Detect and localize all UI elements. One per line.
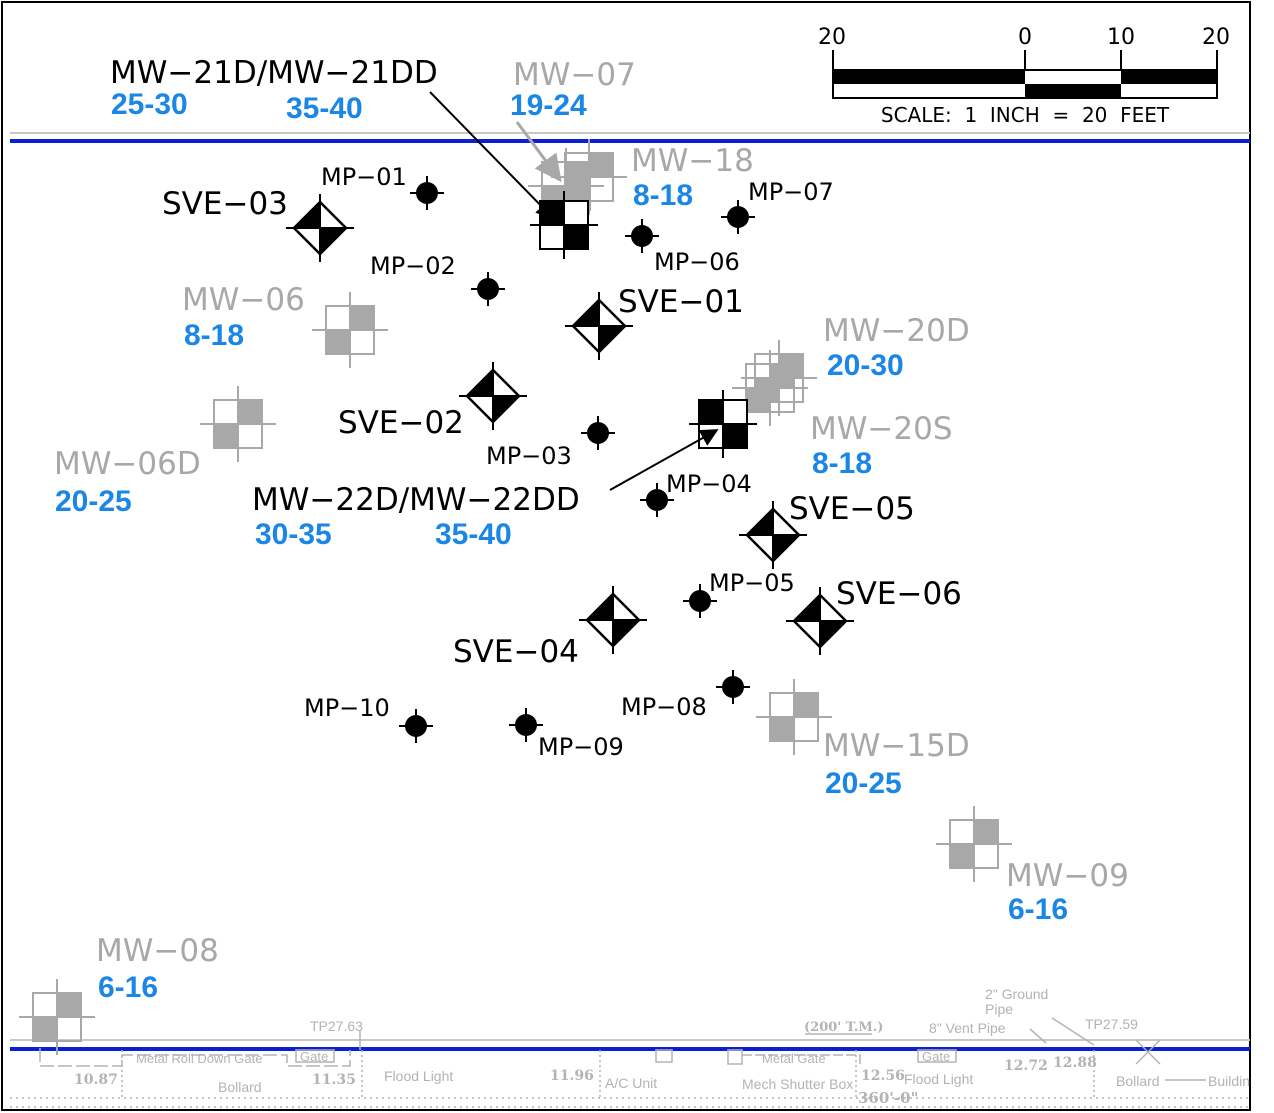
mp-04-label: MP−04 [666,470,752,498]
mp-03-marker [580,415,616,451]
ground-pipe-label-1: 2" Ground [985,986,1048,1002]
mp-06-label: MP−06 [654,248,740,276]
mw20d-depth: 20-30 [827,349,904,382]
well-mw09-marker [935,805,1013,883]
mp-10-label: MP−10 [304,694,390,722]
mw06d-depth: 20-25 [55,485,132,518]
ground-pipe-label-2: Pipe [985,1001,1013,1017]
mw06-label: MW−06 [182,282,305,318]
mp-08-marker [715,669,751,705]
mw15d-depth: 20-25 [825,767,902,800]
mw20d-label: MW−20D [823,313,970,349]
scale-tick-label: 20 [818,25,846,50]
scale-tick-label: 10 [1107,25,1135,50]
tp-label-2: TP27.59 [1085,1016,1138,1032]
sve-03-marker [284,192,356,264]
sve-01-label: SVE−01 [618,284,744,320]
metal-gate-label: Metal Gate [762,1051,826,1066]
tp-label-1: TP27.63 [310,1018,363,1034]
building-label: Buildin [1208,1073,1250,1089]
sve-04-marker [577,584,649,656]
mw21-depth-b: 35-40 [286,92,363,125]
scale-tick-label: 0 [1018,25,1032,50]
ac-unit-label: A/C Unit [605,1075,657,1091]
scale-tick-label: 20 [1202,25,1230,50]
mw22-depth-b: 35-40 [435,518,512,551]
mw21-leader-arrow [429,91,555,220]
mw18-depth: 8-18 [633,179,693,212]
vent-pipe-label: 8" Vent Pipe [929,1020,1006,1036]
mw22-leader-arrow [609,429,719,491]
mw09-label: MW−09 [1006,858,1129,894]
flood-light-label-1: Flood Light [384,1068,453,1084]
gate-label-2: Gate [922,1049,950,1064]
mw22-label: MW−22D/MW−22DD [252,482,580,518]
elevation-1272: 12.72 [1004,1058,1048,1074]
elevation-1135: 11.35 [312,1072,356,1088]
elevation-1087: 10.87 [74,1072,118,1088]
well-mw15d-marker [755,678,833,756]
bollard-label-2: Bollard [1116,1073,1160,1089]
map-frame [1,1,1251,1111]
mw15d-label: MW−15D [823,728,970,764]
mp-01-label: MP−01 [321,163,407,191]
mw07-label: MW−07 [513,57,636,93]
mp-05-label: MP−05 [709,569,795,597]
mw18-label: MW−18 [631,143,754,179]
gate-label-1: Gate [300,1049,328,1064]
mw07-depth: 19-24 [510,89,587,122]
mp-02-label: MP−02 [370,252,456,280]
sve-02-label: SVE−02 [338,405,464,441]
mech-shutter-box-label: Mech Shutter Box [742,1076,853,1092]
mw09-depth: 6-16 [1008,893,1068,926]
mw21-label: MW−21D/MW−21DD [110,55,438,91]
mp-09-label: MP−09 [538,733,624,761]
elevation-1196: 11.96 [550,1068,594,1084]
sve-03-label: SVE−03 [162,186,288,222]
sve-04-label: SVE−04 [453,634,579,670]
site-features [10,1017,1250,1108]
sve-02-marker [457,360,529,432]
sve-06-label: SVE−06 [836,576,962,612]
mp-02-marker [470,271,506,307]
sve-05-label: SVE−05 [789,491,915,527]
mw20s-depth: 8-18 [812,447,872,480]
well-mw22-marker [688,389,758,459]
mw06-depth: 8-18 [184,319,244,352]
mw08-depth: 6-16 [98,971,158,1004]
tm-label: (200' T.M.) [804,1020,883,1035]
mp-07-label: MP−07 [748,178,834,206]
mw07-leader-arrow [515,121,562,183]
mw08-label: MW−08 [96,933,219,969]
mw21-depth-a: 25-30 [111,88,188,121]
dimension-label: 360'-0" [858,1089,918,1107]
mp-01-marker [409,175,445,211]
mw22-depth-a: 30-35 [255,518,332,551]
well-mw21-marker [529,190,599,260]
flood-light-label-2: Flood Light [904,1071,973,1087]
elevation-1256: 12.56 [861,1068,905,1084]
mw06d-label: MW−06D [54,446,201,482]
scale-bar: 20 0 10 20 SCALE: 1 INCH = 20 FEET [818,25,1230,127]
well-mw06-marker [311,291,389,369]
mp-10-marker [398,708,434,744]
well-mw08-marker [18,978,96,1056]
well-mw06d-marker [199,385,277,463]
metal-roll-down-gate-label: Metal Roll Down Gate [136,1051,262,1066]
mp-08-label: MP−08 [621,693,707,721]
bollard-label-1: Bollard [218,1079,262,1095]
scale-caption: SCALE: 1 INCH = 20 FEET [881,103,1170,127]
mw20s-label: MW−20S [810,411,953,447]
elevation-1288: 12.88 [1053,1055,1097,1071]
mp-03-label: MP−03 [486,442,572,470]
